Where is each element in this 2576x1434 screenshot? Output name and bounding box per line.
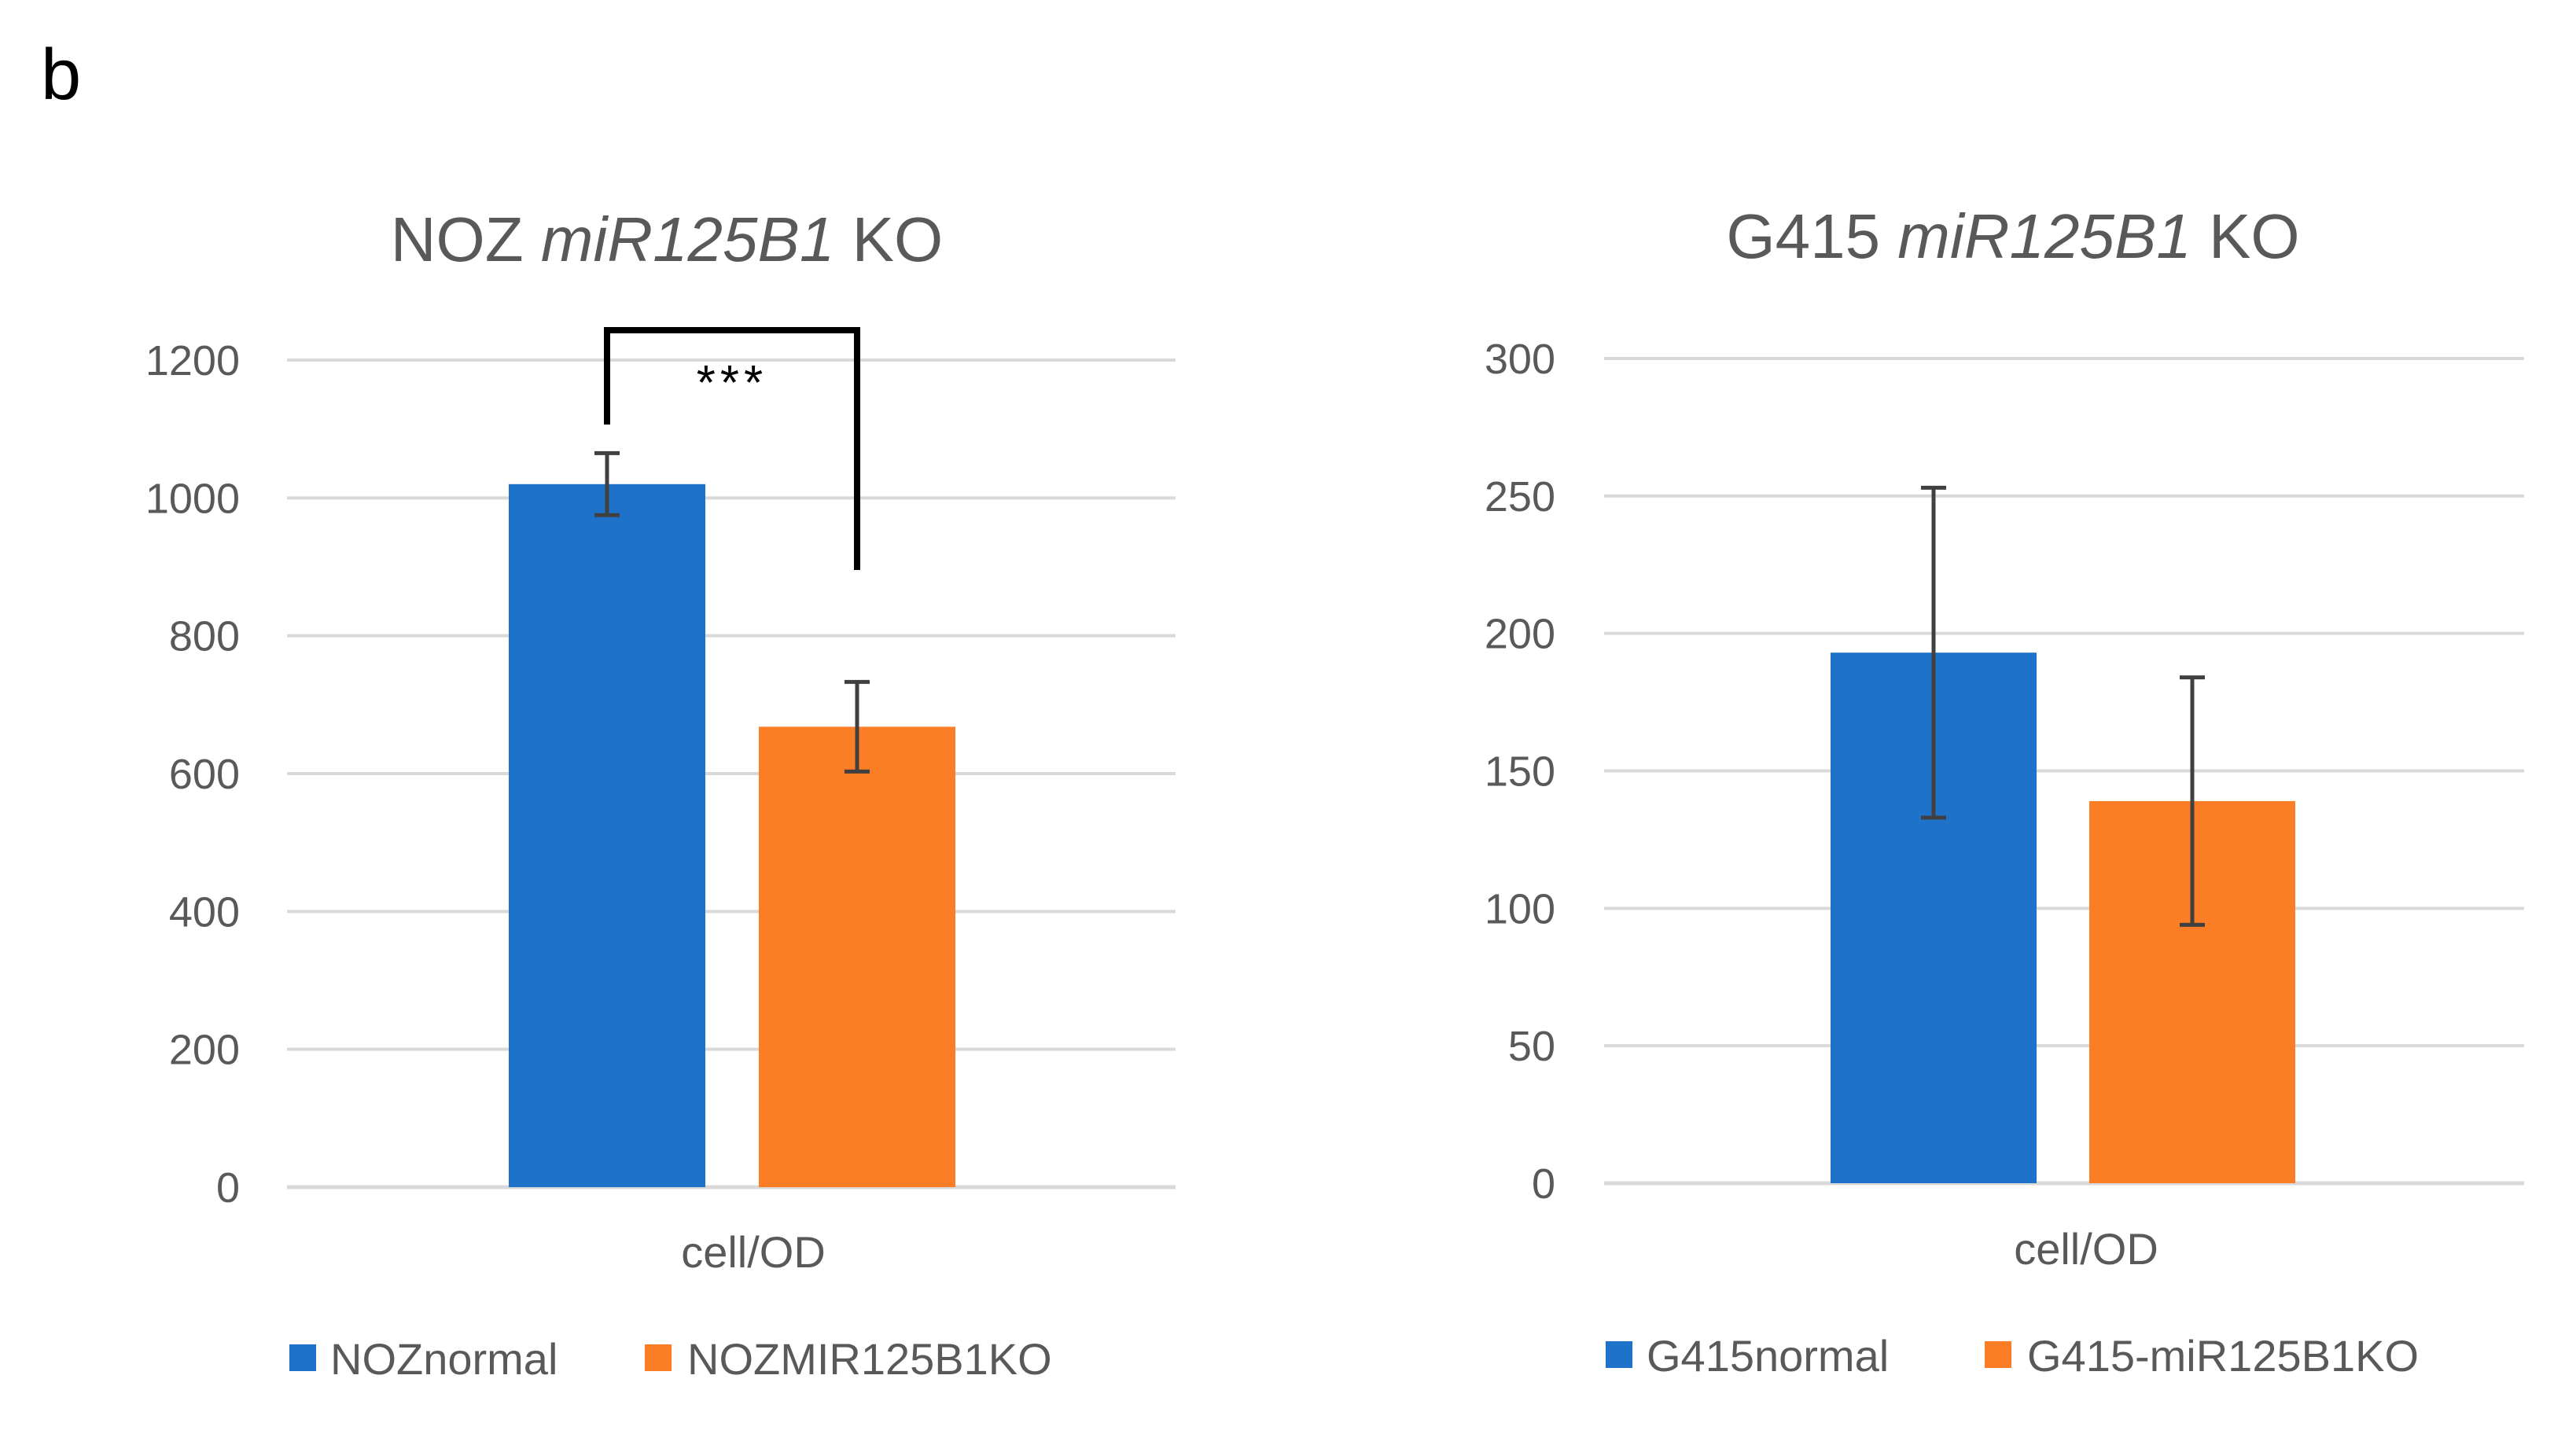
y-tick-label: 50 [1508, 1023, 1555, 1070]
y-tick-label: 150 [1485, 748, 1555, 796]
error-bar-noznormal [594, 450, 620, 517]
legend-label: NOZnormal [330, 1334, 558, 1384]
significance-bracket: *** [604, 327, 860, 570]
legend-item-g415normal: G415normal [1606, 1331, 1889, 1381]
x-category-label: cell/OD [2014, 1224, 2158, 1274]
x-category-label: cell/OD [681, 1227, 826, 1277]
legend-swatch [289, 1344, 316, 1371]
chart-title-part: NOZ [391, 204, 541, 274]
chart-title-part: G415 [1726, 201, 1897, 271]
y-tick-label: 200 [1485, 611, 1555, 658]
legend-label: NOZMIR125B1KO [687, 1334, 1052, 1384]
y-tick-label: 250 [1485, 473, 1555, 520]
y-tick-label: 1000 [145, 475, 240, 522]
legend-item-noznormal: NOZnormal [289, 1334, 558, 1384]
chart-title-part: miR125B1 [1897, 201, 2191, 271]
bar-noznormal [509, 484, 705, 1187]
y-tick-label: 200 [169, 1027, 240, 1074]
y-tick-label: 400 [169, 888, 240, 936]
panel-label: b [41, 35, 81, 115]
y-tick-label: 800 [169, 613, 240, 660]
chart-title-part: KO [2191, 201, 2300, 271]
significance-bracket-line [604, 327, 860, 570]
chart-title-part: KO [834, 204, 943, 274]
error-bar-nozmir125b1ko [845, 679, 870, 774]
error-bar-g415-mir125b1ko [2180, 675, 2205, 927]
chart-title: G415 miR125B1 KO [1726, 201, 2299, 271]
significance-label: *** [697, 356, 767, 410]
y-tick-label: 600 [169, 751, 240, 798]
bar-nozmir125b1ko [759, 726, 955, 1187]
chart-title-part: miR125B1 [541, 204, 835, 274]
legend-label: G415normal [1647, 1331, 1889, 1381]
legend-swatch [1985, 1341, 2011, 1368]
legend-item-nozmir125b1ko: NOZMIR125B1KO [645, 1334, 1052, 1384]
legend-swatch [645, 1344, 672, 1371]
chart-title: NOZ miR125B1 KO [391, 204, 943, 274]
chart-g415-mir125b1-ko: G415 miR125B1 KO 0 50 100 150 200 250 300 cell/O… [1485, 201, 2524, 1381]
legend-label: G415-miR125B1KO [2027, 1331, 2419, 1381]
y-tick-label: 1200 [145, 337, 240, 384]
error-bar-g415normal [1921, 485, 1946, 820]
legend-item-g415-mir125b1ko: G415-miR125B1KO [1985, 1331, 2419, 1381]
y-tick-label: 0 [1532, 1160, 1555, 1208]
y-tick-label: 300 [1485, 336, 1555, 383]
y-tick-label: 100 [1485, 885, 1555, 932]
y-tick-label: 0 [216, 1164, 240, 1212]
chart-noz-mir125b1-ko: NOZ miR125B1 KO 0 200 400 600 800 1000 1200 cell… [145, 204, 1176, 1384]
legend-swatch [1606, 1341, 1632, 1368]
